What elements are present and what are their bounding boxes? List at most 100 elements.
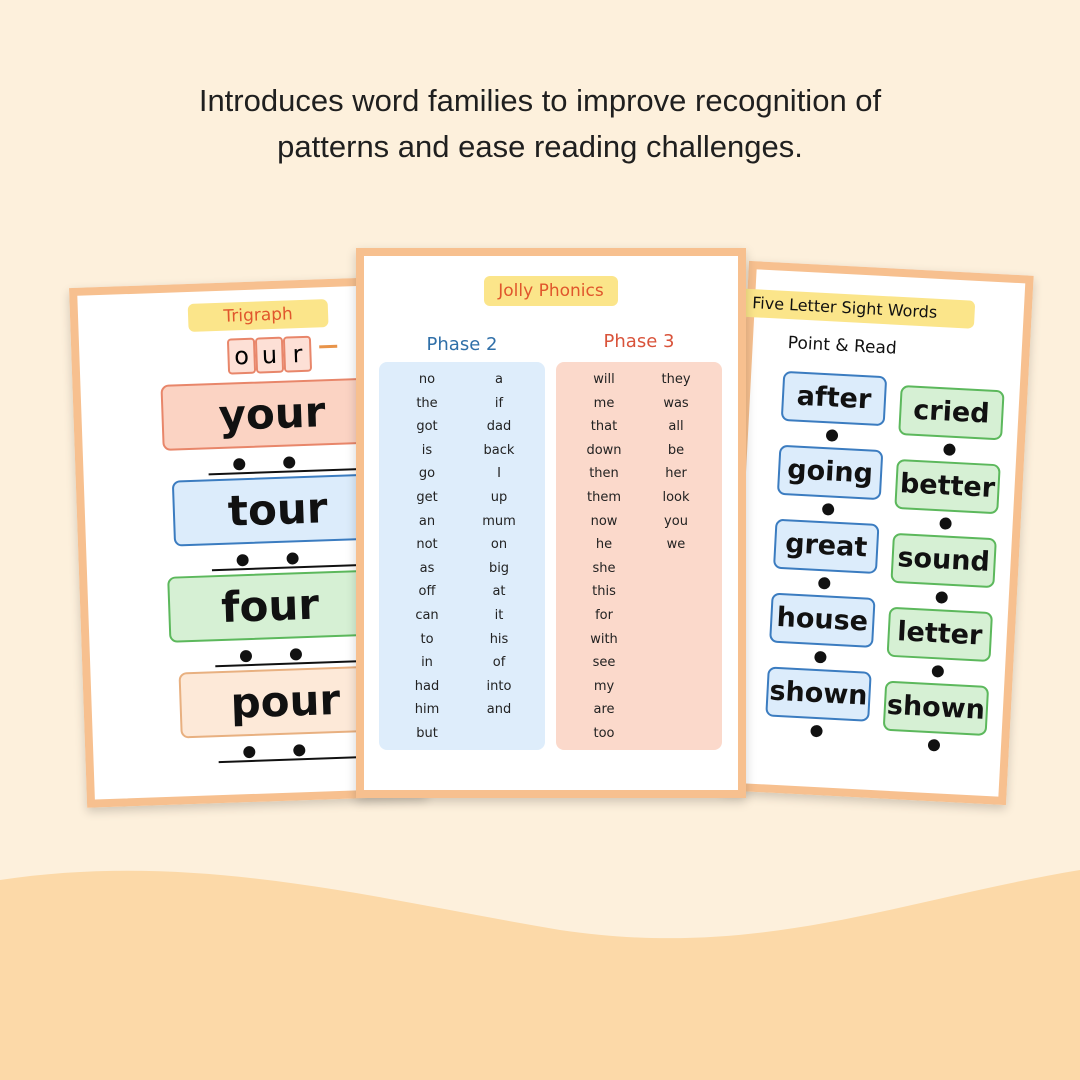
dot [939, 517, 952, 530]
dot [810, 724, 823, 738]
word: look [662, 490, 690, 505]
word: got [416, 419, 438, 435]
header-line: patterns and ease reading challenges. [277, 129, 803, 164]
word: we [666, 537, 686, 553]
word: she [592, 560, 616, 576]
card-title: Five Letter Sight Words [714, 287, 976, 329]
word: that [590, 419, 618, 435]
word: in [421, 655, 433, 671]
dot [814, 650, 827, 664]
word-card: cried [898, 385, 1005, 441]
dot [289, 648, 303, 661]
phase-title: Phase 2 [426, 334, 498, 355]
word: but [416, 726, 438, 741]
word: with [590, 631, 618, 647]
phase-panel [379, 362, 545, 750]
dot [293, 744, 306, 757]
word-card: sound [890, 532, 997, 589]
word: to [420, 631, 434, 647]
word: no [418, 372, 436, 387]
word-card: shown [882, 680, 990, 736]
word: had [414, 678, 440, 694]
word-card: going [776, 444, 884, 501]
word: get [416, 490, 438, 505]
word: into [486, 678, 512, 694]
word: can [415, 608, 439, 623]
dot [233, 458, 246, 471]
word: mum [482, 513, 516, 529]
word: a [495, 372, 503, 387]
dot [931, 665, 945, 678]
word: back [483, 442, 515, 458]
word-card: great [772, 518, 880, 575]
word: he [595, 537, 613, 553]
word: and [486, 702, 512, 718]
word: all [668, 419, 684, 435]
word: dad [486, 419, 512, 435]
dot [943, 443, 956, 456]
word: then [589, 466, 619, 482]
dot [935, 591, 949, 604]
jolly-phonics-card: Jolly Phonics Phase 2 Phase 3 no the got is… [356, 248, 746, 798]
dot [817, 576, 831, 590]
word: too [593, 726, 615, 741]
word: the [416, 395, 438, 411]
word: if [494, 395, 504, 411]
word: be [667, 442, 685, 458]
trigraph-letter: o [226, 337, 257, 375]
word: see [592, 655, 616, 671]
word: an [418, 513, 436, 529]
word: they [661, 372, 691, 387]
dot [825, 429, 839, 442]
word: me [593, 395, 615, 411]
card-title: Trigraph [187, 299, 329, 332]
word-card: house [769, 592, 876, 648]
phase-title: Phase 3 [603, 331, 675, 352]
word: you [664, 513, 688, 529]
word: my [593, 678, 615, 694]
word: was [663, 395, 689, 411]
word: go [418, 466, 436, 482]
sight-words-card: Five Letter Sight Words Point & Read aft… [714, 260, 1034, 806]
word: him [414, 702, 440, 718]
word: is [421, 442, 433, 458]
word: his [489, 631, 509, 647]
word: for [595, 608, 613, 623]
trigraph-letter: u [254, 336, 285, 374]
word: will [593, 372, 615, 387]
header: Introduces word families to improve reco… [0, 78, 1080, 170]
word: up [490, 490, 508, 505]
word: as [419, 560, 435, 576]
word: at [492, 584, 506, 600]
word-card: better [894, 458, 1001, 515]
word-card: after [780, 370, 888, 427]
word: on [490, 537, 508, 553]
word: are [593, 702, 615, 718]
header-line: Introduces word families to improve reco… [198, 83, 882, 118]
dot [236, 553, 249, 567]
word: this [592, 584, 616, 600]
word-card: shown [765, 666, 872, 722]
word: off [418, 584, 436, 600]
dot [239, 649, 253, 663]
word-card: letter [886, 606, 994, 663]
dot [243, 745, 256, 759]
word: I [497, 466, 501, 482]
card-subtitle: Point & Read [787, 333, 898, 359]
card-title: Jolly Phonics [484, 276, 618, 306]
underline [218, 755, 369, 764]
word: down [586, 442, 622, 458]
dot [283, 456, 296, 469]
word: not [416, 537, 438, 553]
dot [286, 552, 299, 565]
word: now [590, 513, 618, 529]
phase-panel [556, 362, 722, 750]
word: of [492, 655, 506, 671]
word: big [488, 560, 510, 576]
word: her [665, 466, 687, 482]
dot [821, 503, 835, 516]
trigraph-letter: r [282, 335, 313, 373]
arrow [319, 344, 338, 349]
